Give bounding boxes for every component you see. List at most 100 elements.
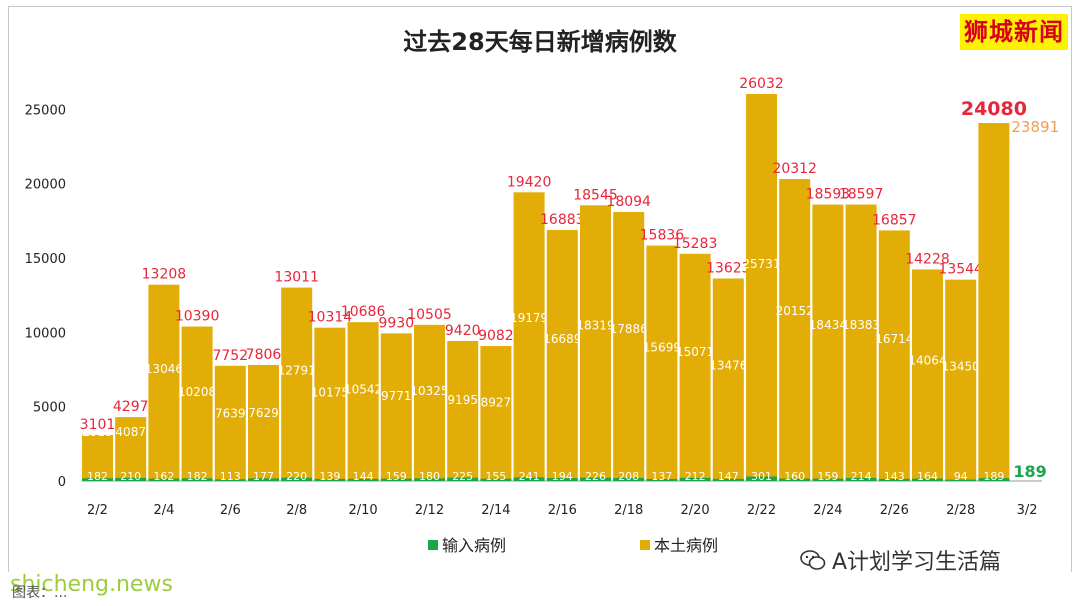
x-tick-label: 2/2 (87, 503, 108, 518)
total-value-label: 10505 (407, 307, 452, 323)
bar-local-2/6 (214, 365, 246, 481)
bar-imported-2/16 (546, 478, 578, 481)
imported-value-label: 113 (220, 470, 241, 483)
bar-imported-2/18 (613, 477, 645, 481)
imported-value-label: 212 (685, 470, 706, 483)
bar-imported-2/26 (878, 478, 910, 481)
imported-value-label: 159 (386, 470, 407, 483)
x-tick-label: 2/28 (946, 503, 975, 518)
total-value-label: 15836 (640, 228, 685, 244)
total-value-label: 10314 (308, 310, 353, 326)
bar-imported-3/1 (978, 478, 1010, 481)
bar-local-2/21 (712, 278, 744, 481)
bar-local-2/23 (779, 179, 811, 481)
x-tick-label: 2/16 (548, 503, 577, 518)
bar-local-2/24 (812, 204, 844, 481)
local-value-label: 20152 (776, 304, 814, 318)
imported-value-label: 177 (253, 470, 274, 483)
bar-imported-2/27 (912, 478, 943, 481)
imported-value-label: 189 (983, 470, 1004, 483)
x-tick-label: 2/18 (614, 503, 643, 518)
total-value-label: 9930 (378, 315, 414, 331)
bar-local-2/5 (181, 326, 213, 481)
bar-imported-2/19 (646, 478, 678, 481)
total-value-label: 13544 (938, 262, 983, 278)
x-tick-label: 2/26 (880, 503, 909, 518)
local-value-label: 7629 (248, 406, 279, 420)
local-value-label: 13450 (942, 359, 980, 373)
y-tick-label: 0 (58, 475, 66, 490)
total-value-label: 26032 (739, 76, 784, 92)
imported-value-label: 194 (552, 470, 573, 483)
local-value-label: 7639 (215, 407, 246, 421)
total-value-label: 19420 (507, 174, 552, 190)
total-value-label: 18094 (606, 194, 651, 210)
total-value-label: 14228 (905, 251, 950, 267)
local-value-label: 17886 (610, 322, 648, 336)
total-value-label: 18593 (806, 187, 851, 203)
local-value-label: 10542 (344, 383, 382, 397)
bar-imported-2/13 (447, 477, 479, 481)
total-value-label: 18597 (839, 187, 884, 203)
imported-value-label: 147 (718, 470, 739, 483)
bar-imported-2/10 (347, 478, 379, 481)
total-value-label: 15283 (673, 236, 718, 252)
bar-local-2/25 (845, 204, 877, 482)
total-value-label: 9082 (478, 328, 514, 344)
local-value-label: 10175 (311, 386, 349, 400)
x-tick-label: 2/10 (348, 503, 377, 518)
legend-label: 本土病例 (654, 536, 718, 555)
x-tick-label: 2/20 (680, 503, 709, 518)
bar-local-2/26 (878, 230, 910, 481)
x-tick-label: 3/2 (1017, 503, 1038, 518)
bar-local-2/4 (148, 284, 180, 481)
local-value-label: 15699 (643, 341, 681, 355)
local-value-label: 9195 (447, 393, 478, 407)
local-value-label: 15071 (676, 345, 714, 359)
bar-imported-2/21 (712, 478, 744, 481)
bar-local-2/22 (746, 94, 777, 481)
bar-imported-2/9 (314, 478, 346, 481)
imported-value-label: 225 (452, 470, 473, 483)
imported-value-label: 182 (87, 470, 108, 483)
imported-value-label: 182 (187, 470, 208, 483)
local-value-label: 10325 (410, 384, 448, 398)
y-tick-label: 20000 (25, 178, 66, 193)
y-tick-label: 15000 (25, 252, 66, 267)
wechat-account: A计划学习生活篇 (800, 544, 1001, 576)
imported-value-label: 220 (286, 470, 307, 483)
local-value-label: 12791 (278, 364, 316, 378)
total-value-label: 10686 (341, 304, 386, 320)
bar-imported-2/20 (679, 477, 711, 481)
bar-imported-2/15 (513, 477, 545, 481)
bar-local-2/9 (314, 327, 346, 481)
y-tick-label: 25000 (25, 103, 66, 118)
total-value-label: 18545 (573, 187, 618, 203)
y-tick-label: 10000 (25, 326, 66, 341)
bar-imported-2/7 (248, 478, 279, 481)
imported-value-label: 226 (585, 470, 606, 483)
total-value-label: 24080 (961, 98, 1027, 120)
x-tick-label: 2/8 (286, 503, 307, 518)
local-value-label: 18383 (842, 318, 880, 332)
local-value-label: 4087 (115, 425, 146, 439)
local-value-label: 19179 (510, 311, 548, 325)
watermark-label: 狮城新闻 (960, 14, 1068, 50)
bar-local-2/10 (347, 322, 379, 481)
local-value-label: 10208 (178, 385, 216, 399)
imported-value-label: 214 (851, 470, 872, 483)
total-value-label: 13208 (142, 267, 187, 283)
imported-value-label: 241 (519, 470, 540, 483)
legend-label: 输入病例 (442, 536, 506, 555)
local-value-label: 9771 (381, 389, 412, 403)
total-value-label: 16857 (872, 212, 917, 228)
imported-value-label: 94 (954, 470, 968, 483)
total-value-label: 20312 (772, 161, 817, 177)
imported-value-label: 301 (751, 470, 772, 483)
x-tick-label: 2/6 (220, 503, 241, 518)
local-value-label: 13476 (709, 359, 747, 373)
bar-imported-2/2 (82, 478, 113, 481)
imported-value-label: 143 (884, 470, 905, 483)
bar-local-2/20 (679, 253, 711, 481)
